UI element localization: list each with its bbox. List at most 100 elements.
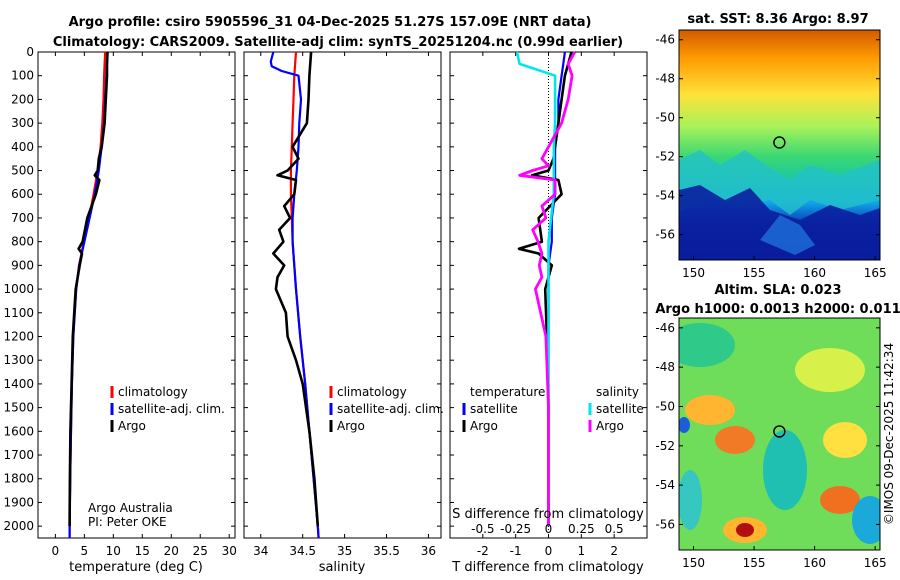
lon-tick-label: 165: [864, 266, 887, 280]
temperature-legend: climatology satellite-adj. clim. Argo: [110, 385, 225, 433]
y-tick-label: 800: [11, 235, 34, 249]
sla-blob: [763, 430, 807, 510]
y-tick-label: 1500: [3, 401, 34, 415]
y-tick-label: 1900: [3, 495, 34, 509]
difference-legend: temperature salinity satellite Argo sate…: [462, 385, 644, 433]
legend-argo: Argo: [337, 419, 365, 433]
x-tick-label: 34: [253, 544, 268, 558]
lat-tick-label: -48: [655, 360, 675, 374]
sla-blob: [736, 523, 754, 537]
lat-tick-label: -56: [655, 228, 675, 242]
lat-tick-label: -46: [655, 321, 675, 335]
y-tick-label: 700: [11, 211, 34, 225]
temperature-axes-box: [37, 51, 236, 539]
sst-argo-marker: [773, 136, 786, 149]
y-tick-label: 1700: [3, 448, 34, 462]
y-tick-label: 1400: [3, 377, 34, 391]
imos-footer: ©IMOS 09-Dec-2025 11:42:34: [882, 343, 896, 525]
lat-tick-label: -50: [655, 111, 675, 125]
x-tick-label: 15: [135, 544, 150, 558]
legend-t-satellite: satellite: [470, 402, 518, 416]
y-tick-label: 600: [11, 187, 34, 201]
y-tick-label: 1000: [3, 282, 34, 296]
sla-blob: [679, 470, 702, 530]
sla-blob: [715, 426, 755, 454]
x-tick-label: 34.5: [289, 544, 316, 558]
lat-tick-label: -54: [655, 189, 675, 203]
y-tick-label: 1800: [3, 472, 34, 486]
x-tick-label: 36: [421, 544, 436, 558]
difference-xlabel: T difference from climatology: [451, 560, 644, 575]
lon-tick-label: 155: [743, 266, 766, 280]
y-tick-label: 400: [11, 140, 34, 154]
x-tick-label: 20: [164, 544, 179, 558]
title-line2: Climatology: CARS2009. Satellite-adj cli…: [53, 35, 623, 50]
series-temperature-argo: [517, 51, 573, 527]
y-tick-label: 500: [11, 164, 34, 178]
series-salinity-argo: [518, 51, 577, 527]
x-tick-label: 2: [610, 544, 618, 558]
x-tick-top-label: 0.5: [605, 522, 624, 536]
y-tick-label: 100: [11, 69, 34, 83]
y-tick-label: 300: [11, 116, 34, 130]
legend-t-argo: Argo: [470, 419, 498, 433]
x-tick-label: 0: [545, 544, 553, 558]
sla-blob: [852, 496, 880, 544]
sst-map: sat. SST: 8.36 Argo: 8.97 150 155 160 165 -4…: [655, 12, 886, 280]
sla-blob: [795, 348, 865, 392]
series-argo: [68, 51, 109, 527]
sla-map-frame: [678, 317, 881, 551]
y-tick-label: 2000: [3, 519, 34, 533]
x-tick-top-label: 0: [545, 522, 553, 536]
sla-blob: [679, 323, 735, 367]
x-tick-label: -1: [510, 544, 522, 558]
sla-blob: [679, 417, 690, 433]
sla-argo-marker: [773, 425, 786, 438]
x-tick-label: -2: [477, 544, 489, 558]
sst-eddy: [760, 215, 815, 255]
x-tick-label: 1: [578, 544, 586, 558]
y-tick-label: 1600: [3, 424, 34, 438]
credit-line2: PI: Peter OKE: [88, 515, 167, 529]
sst-map-title: sat. SST: 8.36 Argo: 8.97: [687, 12, 868, 27]
lat-tick-label: -46: [655, 33, 675, 47]
x-tick-label: 35: [337, 544, 352, 558]
title-line1: Argo profile: csiro 5905596_31 04-Dec-20…: [69, 15, 592, 30]
sla-map: Altim. SLA: 0.023 Argo h1000: 0.0013 h20…: [655, 283, 900, 570]
x-tick-label: 0: [52, 544, 60, 558]
sst-map-frame: [678, 29, 881, 261]
salinity-axes-box: [243, 51, 442, 539]
x-tick-label: 10: [106, 544, 121, 558]
salinity-legend: climatology satellite-adj. clim. Argo: [329, 385, 444, 433]
lon-tick-label: 155: [743, 556, 766, 570]
lat-tick-label: -52: [655, 150, 675, 164]
x-tick-label: 35.5: [373, 544, 400, 558]
y-tick-label: 1100: [3, 306, 34, 320]
legend-s-satellite: satellite: [596, 402, 644, 416]
y-tick-label: 1200: [3, 329, 34, 343]
x-tick-label: 5: [81, 544, 89, 558]
salinity-panel: 34 34.5 35 35.5 36 salinity climatology sate…: [243, 51, 444, 575]
temperature-xlabel: temperature (deg C): [69, 560, 203, 575]
sla-blob: [820, 486, 860, 514]
sla-map-title2: Argo h1000: 0.0013 h2000: 0.011: [655, 302, 900, 317]
lat-tick-label: -56: [655, 517, 675, 531]
salinity-xlabel: salinity: [319, 560, 366, 575]
y-tick-label: 0: [26, 45, 34, 59]
x-tick-top-label: -0.5: [471, 522, 494, 536]
series-argo: [271, 51, 320, 527]
credit-line1: Argo Australia: [88, 501, 173, 515]
legend-argo: Argo: [118, 419, 146, 433]
lat-tick-label: -48: [655, 72, 675, 86]
lon-tick-label: 165: [864, 556, 887, 570]
legend-header-salinity: salinity: [596, 385, 639, 399]
sla-blob: [823, 422, 867, 458]
sla-map-title1: Altim. SLA: 0.023: [715, 283, 842, 298]
lon-tick-label: 150: [682, 266, 705, 280]
temperature-panel: 0 5 10 15 20 25 300100200300400500600700800900…: [3, 45, 236, 575]
lon-tick-label: 160: [803, 556, 826, 570]
lat-tick-label: -54: [655, 478, 675, 492]
sla-blob: [685, 395, 735, 425]
lat-tick-label: -52: [655, 439, 675, 453]
